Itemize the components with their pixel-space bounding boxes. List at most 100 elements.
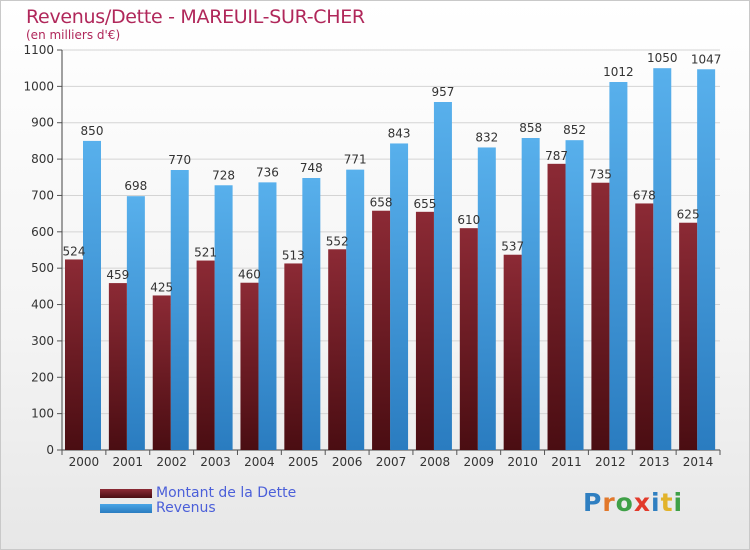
data-label-revenus: 957 — [431, 85, 454, 99]
logo-letter: r — [602, 488, 616, 517]
bar-revenus — [390, 143, 409, 451]
legend-swatch-revenus — [100, 504, 152, 513]
data-label-revenus: 852 — [563, 123, 586, 137]
y-tick-label: 500 — [31, 261, 54, 275]
bar-revenus — [214, 185, 233, 451]
data-label-revenus: 1012 — [603, 65, 634, 79]
bar-dette — [284, 263, 303, 450]
data-label-revenus: 858 — [519, 121, 542, 135]
data-label-revenus: 771 — [344, 153, 367, 167]
data-label-revenus: 770 — [168, 153, 191, 167]
data-label-revenus: 748 — [300, 161, 323, 175]
data-label-dette: 552 — [326, 234, 349, 248]
x-tick-label: 2014 — [683, 455, 714, 469]
bar-dette — [503, 254, 522, 450]
data-label-revenus: 843 — [388, 126, 411, 140]
chart-title: Revenus/Dette - MAREUIL-SUR-CHER — [26, 6, 365, 28]
data-label-dette: 678 — [633, 188, 656, 202]
bar-dette — [635, 203, 654, 450]
x-tick-label: 2003 — [200, 455, 231, 469]
logo-letter: o — [615, 488, 634, 517]
data-label-dette: 610 — [457, 213, 480, 227]
data-label-dette: 524 — [63, 244, 86, 258]
data-label-revenus: 1050 — [647, 51, 678, 65]
data-label-dette: 513 — [282, 248, 305, 262]
proxiti-logo: Proxiti — [583, 488, 683, 517]
y-tick-label: 700 — [31, 188, 54, 202]
y-tick-label: 300 — [31, 334, 54, 348]
logo-letter: i — [673, 488, 684, 517]
bar-dette — [415, 211, 434, 450]
x-tick-label: 2006 — [332, 455, 363, 469]
data-label-revenus: 1047 — [691, 52, 722, 66]
x-tick-label: 2002 — [156, 455, 187, 469]
bar-dette — [240, 282, 259, 450]
x-tick-label: 2000 — [69, 455, 100, 469]
data-label-revenus: 736 — [256, 165, 279, 179]
bar-dette — [328, 249, 347, 450]
y-tick-label: 1000 — [23, 79, 54, 93]
y-tick-label: 900 — [31, 116, 54, 130]
x-tick-label: 2001 — [113, 455, 144, 469]
data-label-dette: 658 — [370, 196, 393, 210]
bar-dette — [65, 259, 83, 450]
x-tick-label: 2010 — [507, 455, 538, 469]
bar-dette — [679, 222, 698, 450]
data-label-revenus: 850 — [81, 124, 104, 138]
legend-label-dette: Montant de la Dette — [156, 485, 297, 501]
data-label-dette: 460 — [238, 268, 261, 282]
bar-revenus — [477, 147, 496, 451]
bar-revenus — [170, 170, 189, 450]
x-tick-label: 2011 — [551, 455, 582, 469]
y-tick-label: 0 — [46, 443, 54, 457]
bar-revenus — [697, 69, 716, 450]
bar-revenus — [83, 140, 101, 450]
y-tick-label: 100 — [31, 407, 54, 421]
legend-label-revenus: Revenus — [156, 500, 216, 516]
logo-letter: t — [660, 488, 674, 517]
y-tick-label: 600 — [31, 225, 54, 239]
logo-letter: x — [633, 488, 651, 517]
chart-subtitle: (en milliers d'€) — [26, 28, 121, 42]
data-label-dette: 787 — [545, 149, 568, 163]
bar-dette — [372, 210, 391, 450]
data-label-dette: 425 — [150, 280, 173, 294]
bar-revenus — [653, 68, 672, 450]
x-tick-label: 2009 — [463, 455, 494, 469]
x-tick-label: 2005 — [288, 455, 319, 469]
y-tick-label: 200 — [31, 370, 54, 384]
bar-dette — [547, 163, 566, 450]
data-label-dette: 521 — [194, 246, 217, 260]
bar-revenus — [302, 178, 321, 450]
bar-revenus — [126, 196, 145, 450]
x-tick-label: 2004 — [244, 455, 275, 469]
data-label-revenus: 832 — [475, 130, 498, 144]
data-label-revenus: 698 — [124, 179, 147, 193]
logo-letter: P — [583, 488, 603, 517]
bar-dette — [152, 295, 171, 450]
data-label-dette: 459 — [106, 268, 129, 282]
y-tick-label: 800 — [31, 152, 54, 166]
y-tick-label: 400 — [31, 298, 54, 312]
bar-revenus — [565, 140, 584, 450]
data-label-dette: 625 — [677, 208, 700, 222]
bar-dette — [459, 228, 478, 450]
x-tick-label: 2012 — [595, 455, 626, 469]
bar-revenus — [433, 102, 452, 450]
x-tick-label: 2013 — [639, 455, 670, 469]
data-label-revenus: 728 — [212, 168, 235, 182]
bar-dette — [108, 283, 127, 450]
bar-dette — [591, 182, 610, 450]
y-tick-label: 1100 — [23, 43, 54, 57]
bar-revenus — [346, 169, 365, 451]
legend-swatch-dette — [100, 489, 152, 498]
x-tick-label: 2007 — [376, 455, 407, 469]
bar-dette — [196, 260, 215, 450]
bar-revenus — [609, 82, 628, 450]
x-tick-label: 2008 — [420, 455, 451, 469]
data-label-dette: 735 — [589, 168, 612, 182]
logo-letter: i — [651, 488, 661, 517]
bar-revenus — [521, 138, 540, 450]
bar-revenus — [258, 182, 277, 450]
